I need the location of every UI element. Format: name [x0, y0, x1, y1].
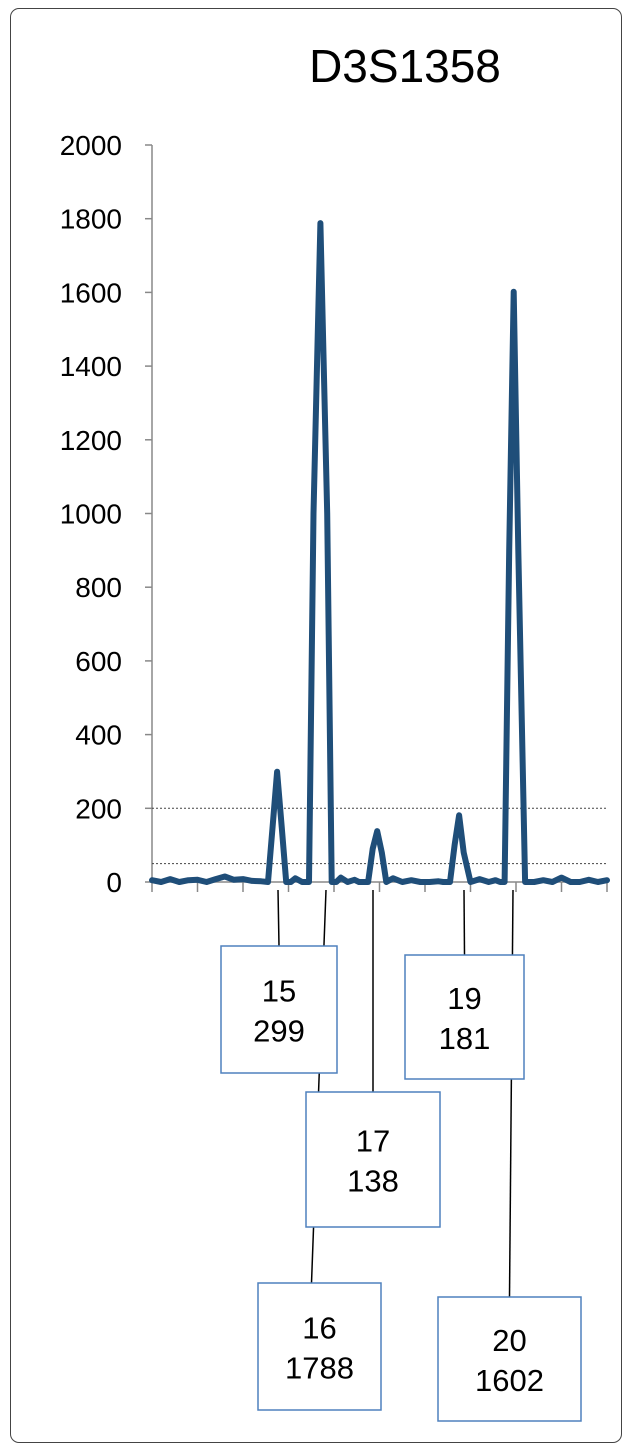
callout-height: 1602: [475, 1363, 544, 1398]
callout-allele: 17: [356, 1124, 390, 1159]
y-tick-label: 1000: [60, 499, 122, 530]
callout-allele: 15: [262, 974, 296, 1009]
callout-allele: 20: [492, 1323, 526, 1358]
y-tick-label: 1400: [60, 351, 122, 382]
series-layer: [149, 220, 610, 885]
callout-leader: [277, 889, 280, 947]
callout-height: 299: [253, 1014, 305, 1049]
callout-allele: 19: [447, 981, 481, 1016]
callout-leader: [463, 889, 466, 956]
series-line: [149, 220, 610, 885]
callout-16: 16 1788: [257, 1282, 382, 1411]
callout-box: [257, 1282, 382, 1411]
y-tick-label: 1600: [60, 277, 122, 308]
callout-height: 1788: [285, 1351, 354, 1386]
callout-height: 181: [439, 1021, 491, 1056]
chart-title: D3S1358: [309, 40, 501, 92]
callout-box: [305, 1091, 441, 1228]
callout-height: 138: [347, 1164, 399, 1199]
y-tick-label: 400: [75, 720, 122, 751]
callout-box: [437, 1296, 582, 1422]
callout-leader: [508, 889, 514, 1298]
y-tick-label: 800: [75, 572, 122, 603]
y-axis: 0 200 400 600 800 1000 1200 1400 1600 1800 2000: [60, 130, 153, 898]
callout-allele: 16: [302, 1311, 336, 1346]
y-tick-label: 1200: [60, 425, 122, 456]
y-tick-label: 1800: [60, 204, 122, 235]
callout-20: 20 1602: [437, 1296, 582, 1422]
y-tick-label: 200: [75, 793, 122, 824]
callout-box: [220, 945, 338, 1074]
y-tick-label: 2000: [60, 130, 122, 161]
callout-box: [404, 954, 525, 1080]
y-tick-label: 600: [75, 646, 122, 677]
y-tick-label: 0: [106, 867, 122, 898]
